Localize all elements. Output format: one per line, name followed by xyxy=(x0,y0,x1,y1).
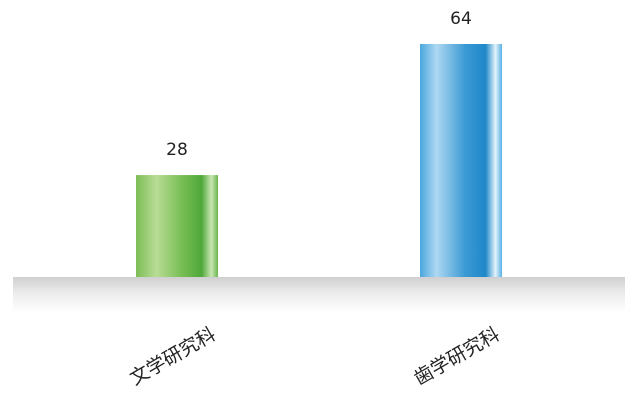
data-label-1: 28 xyxy=(166,140,188,160)
bars-layer: 28 文学研究科 64 歯学研究科 xyxy=(126,9,503,390)
bar-2 xyxy=(420,44,502,277)
category-label-2: 歯学研究科 xyxy=(410,323,503,390)
category-label-1: 文学研究科 xyxy=(126,323,219,390)
bar-1 xyxy=(136,175,218,277)
data-label-2: 64 xyxy=(450,9,472,29)
chart-floor xyxy=(13,277,625,313)
